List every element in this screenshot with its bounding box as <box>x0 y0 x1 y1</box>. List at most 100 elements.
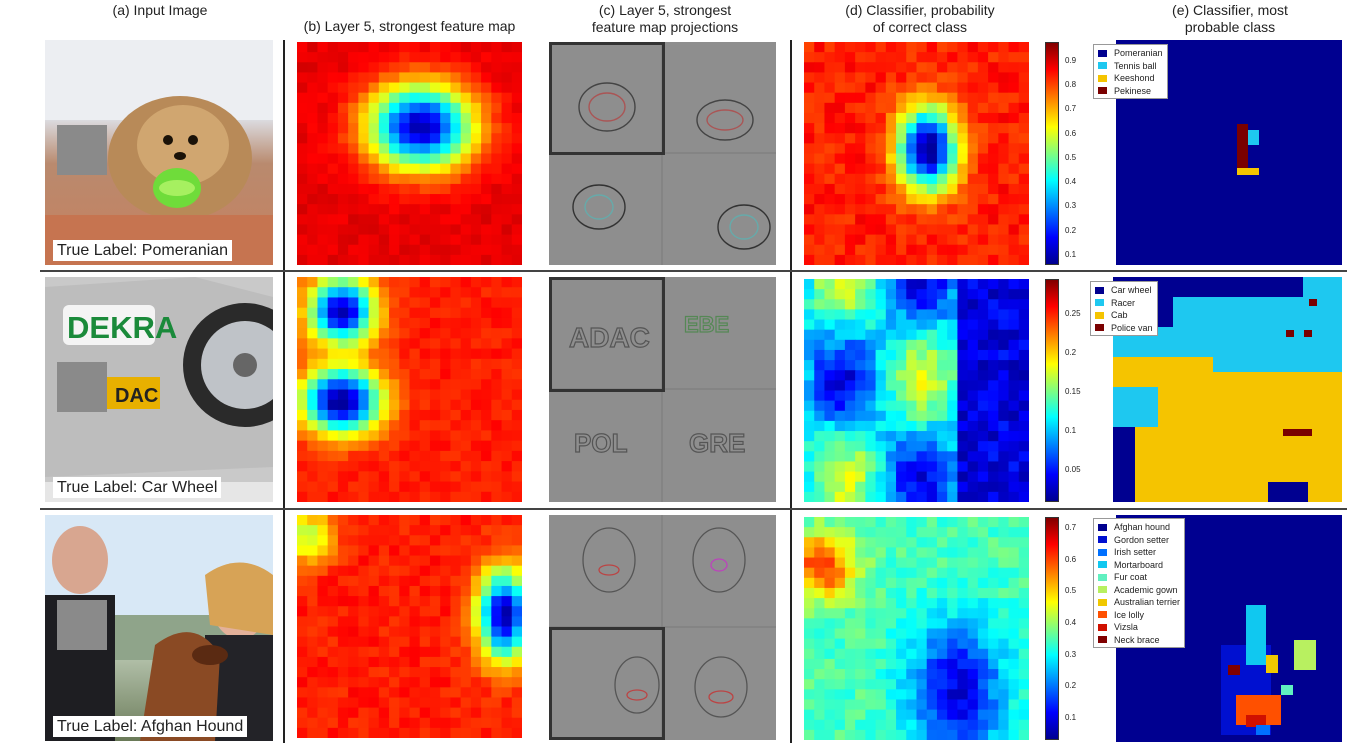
legend-swatch <box>1098 611 1107 619</box>
most-probable-map-2 <box>1113 277 1342 502</box>
legend-3: Afghan hound Gordon setter Irish setter Mor… <box>1093 518 1186 648</box>
keeshond-region <box>1237 168 1259 175</box>
true-label: True Label: Car Wheel <box>53 477 222 498</box>
legend-label: Pekinese <box>1114 85 1152 96</box>
true-label: True Label: Afghan Hound <box>53 716 248 737</box>
svg-text:EBE: EBE <box>684 312 729 337</box>
probability-map-3 <box>804 517 1029 740</box>
occluder-square <box>57 600 107 650</box>
legend-label: Fur coat <box>1114 572 1148 582</box>
legend-entry: Keeshond <box>1098 72 1163 85</box>
legend-entry: Academic gown <box>1098 584 1180 597</box>
colorbar-tick-label: 0.3 <box>1065 649 1077 659</box>
colorbar-tick-label: 0.7 <box>1065 104 1077 114</box>
tennis-ball-region <box>1248 130 1259 145</box>
legend-label: Academic gown <box>1114 584 1178 595</box>
svg-text:ADAC: ADAC <box>569 322 650 353</box>
legend-label: Neck brace <box>1114 634 1160 645</box>
legend-entry: Fur coat <box>1098 571 1180 584</box>
legend-label: Afghan hound <box>1114 522 1171 532</box>
header-e-line1: (e) Classifier, most <box>1172 2 1288 18</box>
legend-entry: Pekinese <box>1098 85 1163 98</box>
projections-3 <box>549 515 776 740</box>
legend-entry: Afghan hound <box>1098 521 1180 534</box>
colorbar-2 <box>1045 279 1059 502</box>
legend-label: Mortarboard <box>1114 559 1164 570</box>
feature-map-2 <box>297 277 522 502</box>
legend-label: Irish setter <box>1114 547 1157 557</box>
legend-swatch <box>1098 586 1107 594</box>
vertical-divider-right <box>790 40 792 743</box>
legend-swatch <box>1098 523 1107 531</box>
legend-label: Racer <box>1111 297 1136 308</box>
legend-label: Tennis ball <box>1114 60 1157 71</box>
colorbar-tick-label: 0.05 <box>1065 464 1081 474</box>
header-most-probable: (e) Classifier, most probable class <box>1115 2 1345 36</box>
header-c-line1: (c) Layer 5, strongest <box>598 2 732 18</box>
legend-entry: Racer <box>1095 297 1153 310</box>
input-image-pomeranian: True Label: Pomeranian <box>45 40 273 265</box>
header-d-line2: of correct class <box>872 19 968 35</box>
legend-swatch <box>1098 49 1107 57</box>
projection-highlight <box>549 627 665 740</box>
header-a-text: (a) Input Image <box>112 2 208 18</box>
colorbar-tick-label: 0.1 <box>1065 712 1077 722</box>
legend-label: Ice lolly <box>1114 609 1145 620</box>
row-divider-2 <box>40 508 1347 510</box>
legend-label: Pomeranian <box>1114 48 1163 58</box>
pekinese-region <box>1237 124 1248 168</box>
colorbar-tick-label: 0.2 <box>1065 347 1077 357</box>
input-image-afghan-hound: True Label: Afghan Hound <box>45 515 273 741</box>
projections-1 <box>549 42 776 265</box>
colorbar-tick-label: 0.2 <box>1065 225 1077 235</box>
legend-entry: Australian terrier <box>1098 596 1180 609</box>
colorbar-tick-label: 0.15 <box>1065 386 1081 396</box>
row-divider-1 <box>40 270 1347 272</box>
legend-swatch <box>1098 598 1107 606</box>
input-image-car-wheel: DEKRA DAC True Label: Car Wheel <box>45 277 273 502</box>
feature-map-3 <box>297 515 522 738</box>
colorbar-tick-label: 0.1 <box>1065 425 1077 435</box>
svg-text:DEKRA: DEKRA <box>67 310 177 345</box>
colorbar-tick-label: 0.5 <box>1065 152 1077 162</box>
header-projections: (c) Layer 5, strongest feature map proje… <box>550 2 780 36</box>
legend-swatch <box>1098 636 1107 644</box>
legend-entry: Mortarboard <box>1098 559 1180 572</box>
legend-entry: Neck brace <box>1098 634 1180 647</box>
legend-swatch <box>1098 87 1107 95</box>
legend-entry: Gordon setter <box>1098 534 1180 547</box>
legend-swatch <box>1095 324 1104 332</box>
projection-highlight <box>549 277 665 392</box>
header-feature-map: (b) Layer 5, strongest feature map <box>282 18 537 35</box>
colorbar-3 <box>1045 517 1059 740</box>
legend-swatch <box>1098 62 1107 70</box>
legend-2: Car wheel Racer Cab Police van <box>1090 281 1158 336</box>
feature-map-1 <box>297 42 522 265</box>
colorbar-tick-label: 0.6 <box>1065 128 1077 138</box>
header-d-line1: (d) Classifier, probability <box>845 2 995 18</box>
legend-swatch <box>1098 573 1107 581</box>
legend-swatch <box>1095 299 1104 307</box>
legend-entry: Car wheel <box>1095 284 1153 297</box>
legend-entry: Ice lolly <box>1098 609 1180 622</box>
colorbar-tick-label: 0.5 <box>1065 586 1077 596</box>
legend-label: Police van <box>1111 322 1153 333</box>
colorbar-tick-label: 0.1 <box>1065 249 1077 259</box>
occluder-square <box>57 362 107 412</box>
legend-entry: Irish setter <box>1098 546 1180 559</box>
legend-entry: Vizsla <box>1098 621 1180 634</box>
colorbar-tick-label: 0.3 <box>1065 201 1077 211</box>
header-c-line2: feature map projections <box>591 19 739 35</box>
true-label: True Label: Pomeranian <box>53 240 233 261</box>
legend-swatch <box>1095 286 1104 294</box>
legend-label: Car wheel <box>1111 285 1152 295</box>
legend-entry: Pomeranian <box>1098 47 1163 60</box>
vertical-divider-left <box>283 40 285 743</box>
projection-highlight <box>549 42 665 155</box>
colorbar-tick-label: 0.4 <box>1065 617 1077 627</box>
colorbar-tick-label: 0.4 <box>1065 177 1077 187</box>
legend-entry: Police van <box>1095 322 1153 335</box>
legend-label: Cab <box>1111 310 1128 320</box>
colorbar-1 <box>1045 42 1059 265</box>
probability-map-1 <box>804 42 1029 265</box>
